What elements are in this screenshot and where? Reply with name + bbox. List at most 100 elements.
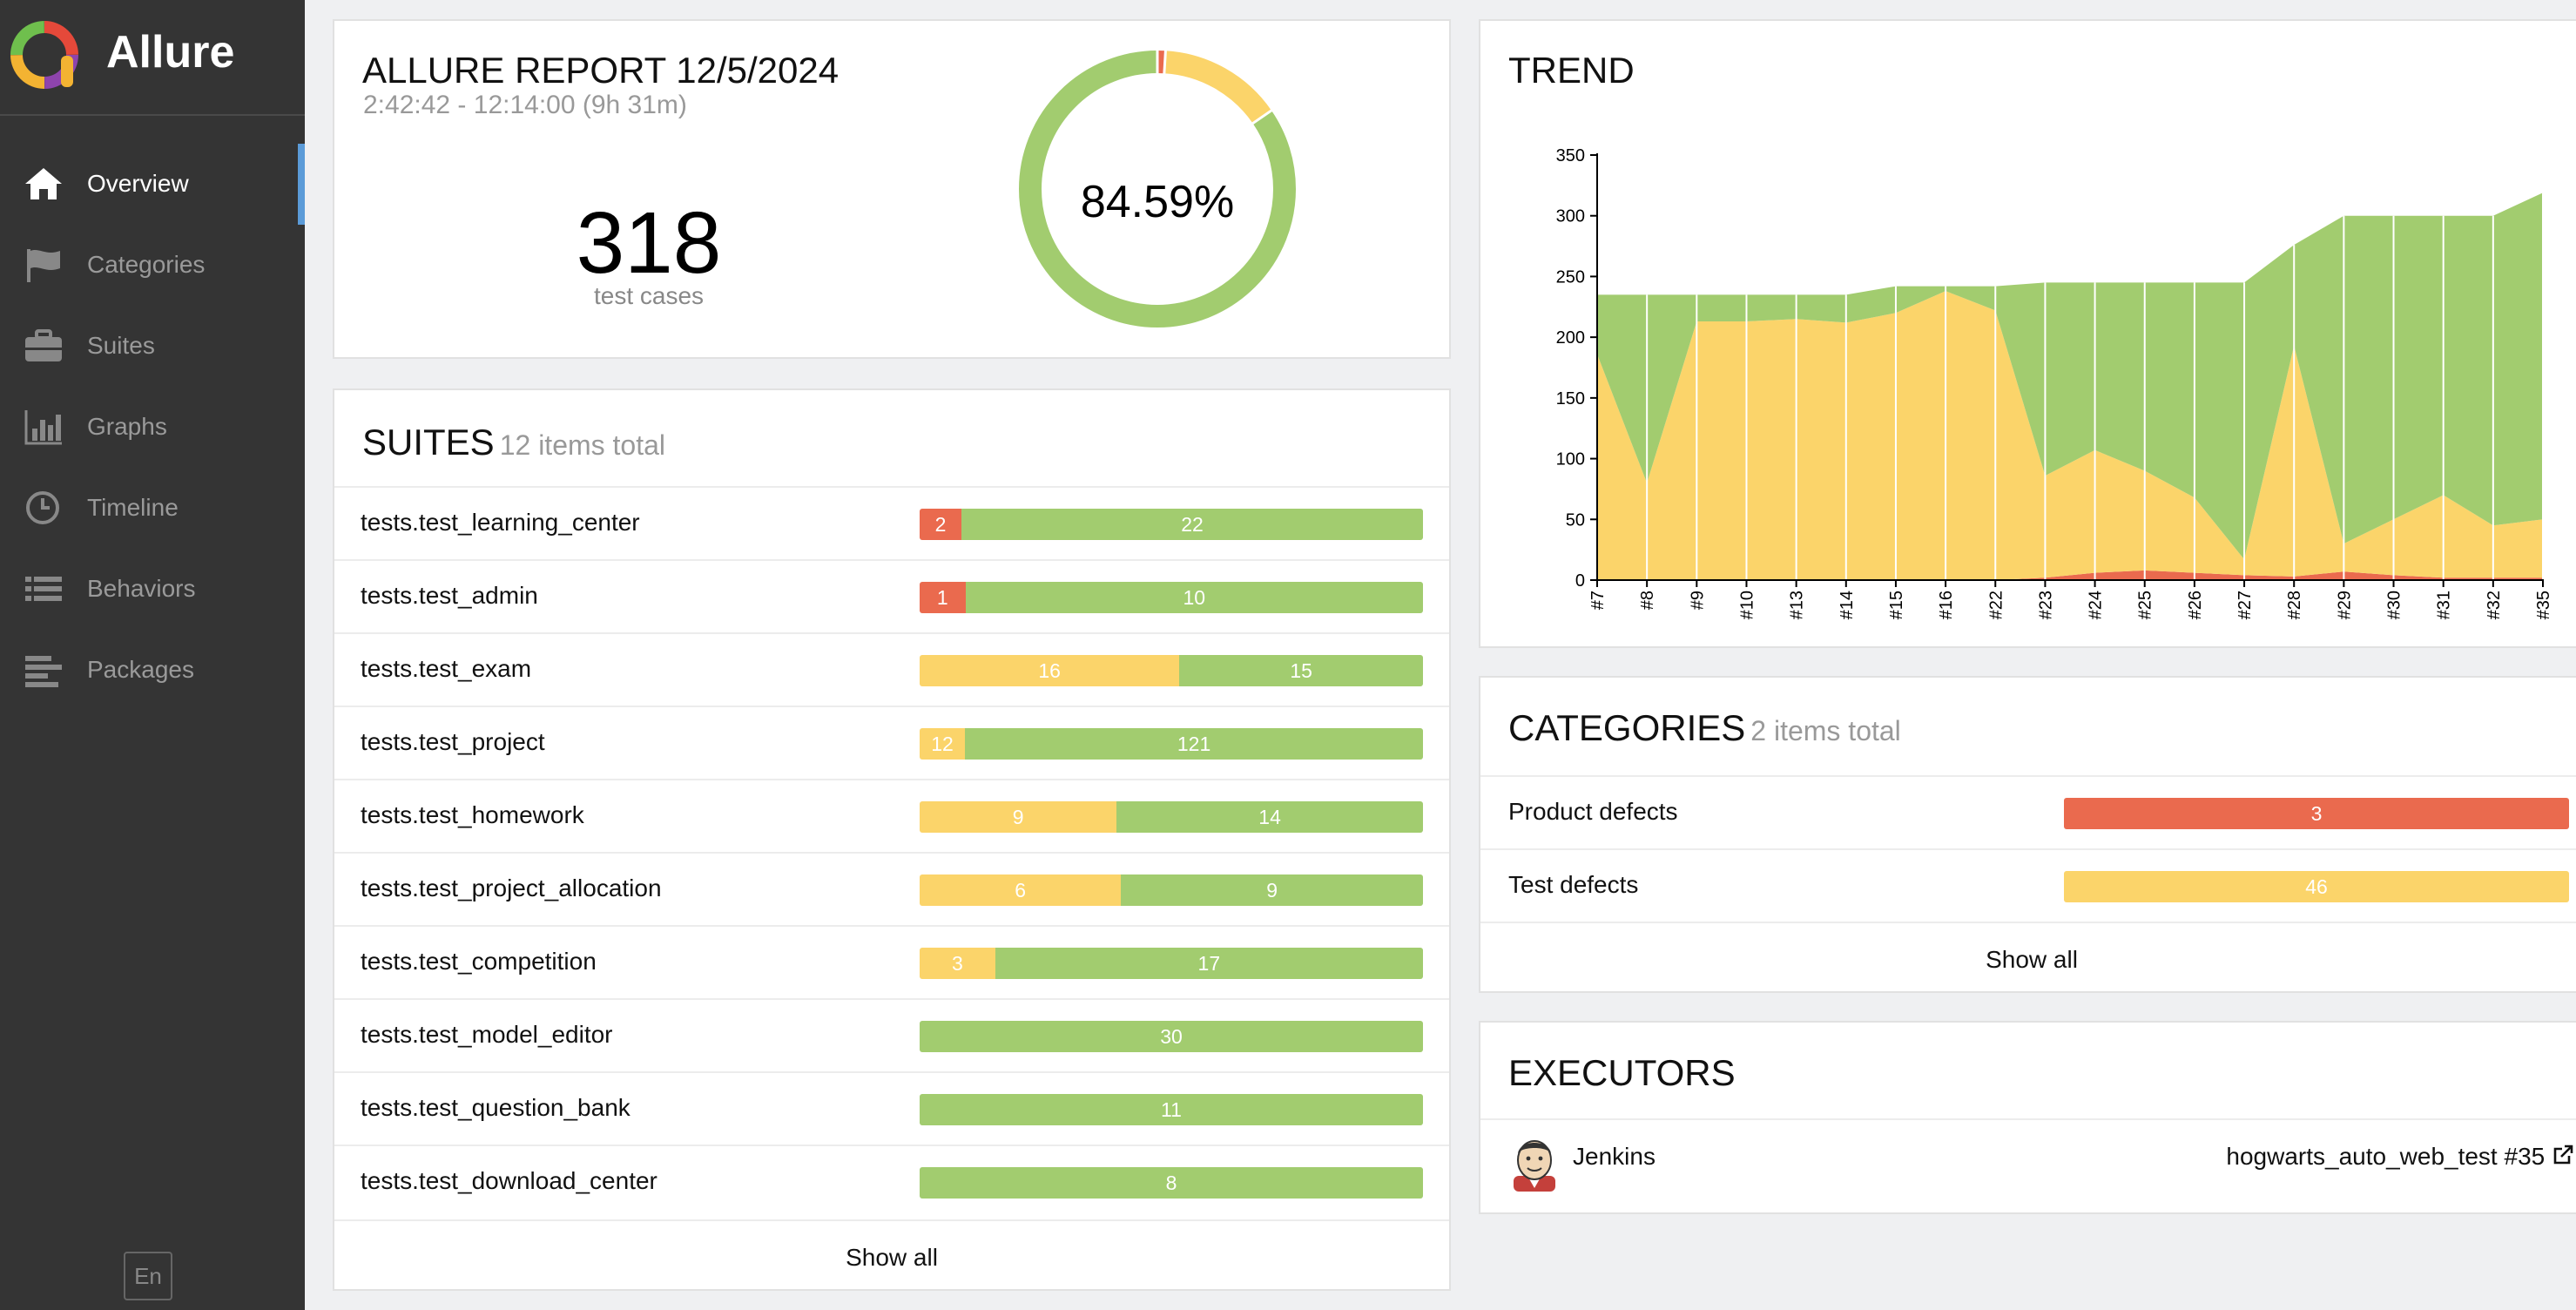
trend-x-ticks: #7 #8 #9 #10 #13 #14 #15 #16 #22 #23 #24 #25 #26 #27 #… bbox=[1588, 580, 2553, 619]
executor-row[interactable]: Jenkins hogwarts_auto_web_test #35 bbox=[1480, 1118, 2576, 1214]
sidebar: Allure Overview Categories Suites Graphs… bbox=[0, 0, 305, 1310]
categories-show-all-button[interactable]: Show all bbox=[1480, 922, 2576, 995]
brand: Allure bbox=[0, 0, 305, 116]
clock-icon bbox=[26, 491, 59, 524]
categories-subtitle: 2 items total bbox=[1750, 715, 1901, 746]
report-time-range: 2:42:42 - 12:14:00 (9h 31m) bbox=[363, 91, 687, 119]
sidebar-item-label: Suites bbox=[87, 332, 155, 359]
sidebar-item-suites[interactable]: Suites bbox=[0, 306, 305, 387]
trend-x-tick-label: #14 bbox=[1838, 591, 1857, 619]
suite-bar-passed: 30 bbox=[920, 1021, 1423, 1052]
sidebar-item-timeline[interactable]: Timeline bbox=[0, 468, 305, 549]
donut-separator bbox=[1251, 109, 1273, 125]
pass-rate-donut[interactable] bbox=[1014, 45, 1301, 333]
language-button[interactable]: En bbox=[124, 1252, 172, 1300]
executor-build-link[interactable]: hogwarts_auto_web_test #35 bbox=[2226, 1143, 2574, 1171]
app-name: Allure bbox=[106, 27, 235, 78]
trend-x-tick-label: #9 bbox=[1688, 591, 1707, 610]
suite-row[interactable]: tests.test_learning_center 2 22 bbox=[334, 486, 1449, 559]
trend-y-tick-label: 250 bbox=[1556, 267, 1585, 287]
trend-gridlines bbox=[1646, 192, 2544, 580]
test-count-label: test cases bbox=[593, 282, 705, 309]
sidebar-item-behaviors[interactable]: Behaviors bbox=[0, 549, 305, 630]
trend-x-tick-label: #31 bbox=[2435, 591, 2454, 619]
trend-x-tick-label: #26 bbox=[2186, 591, 2205, 619]
suite-status-bar: 3 17 bbox=[920, 948, 1423, 979]
category-name: Product defects bbox=[1508, 798, 1678, 825]
category-row[interactable]: Test defects 46 bbox=[1480, 848, 2576, 922]
suite-bar-passed: 10 bbox=[965, 582, 1423, 613]
suite-bar-broken: 12 bbox=[920, 728, 966, 760]
trend-title: TREND bbox=[1508, 50, 1635, 91]
suite-row[interactable]: tests.test_admin 1 10 bbox=[334, 559, 1449, 632]
suite-row[interactable]: tests.test_competition 3 17 bbox=[334, 925, 1449, 998]
sidebar-item-graphs[interactable]: Graphs bbox=[0, 387, 305, 468]
suite-bar-broken: 9 bbox=[920, 801, 1117, 833]
trend-x-tick-label: #13 bbox=[1788, 591, 1807, 619]
suite-name: tests.test_homework bbox=[361, 801, 584, 828]
trend-area-passed[interactable] bbox=[1597, 192, 2543, 560]
sidebar-item-label: Categories bbox=[87, 251, 206, 278]
suite-row[interactable]: tests.test_model_editor 30 bbox=[334, 998, 1449, 1071]
suite-bar-broken: 3 bbox=[920, 948, 995, 979]
suite-bar-failed: 2 bbox=[920, 509, 962, 540]
trend-x-tick-label: #15 bbox=[1887, 591, 1906, 619]
trend-y-tick-label: 0 bbox=[1575, 571, 1585, 591]
suite-row[interactable]: tests.test_question_bank 11 bbox=[334, 1071, 1449, 1145]
suite-name: tests.test_model_editor bbox=[361, 1021, 613, 1048]
executor-build-label: hogwarts_auto_web_test #35 bbox=[2226, 1143, 2546, 1170]
suite-bar-passed: 9 bbox=[1121, 874, 1423, 906]
sidebar-item-overview[interactable]: Overview bbox=[0, 144, 305, 225]
pass-rate: 84.59% bbox=[1080, 177, 1235, 227]
suite-status-bar: 16 15 bbox=[920, 655, 1423, 686]
suite-bar-broken: 16 bbox=[920, 655, 1180, 686]
donut-segments bbox=[1019, 50, 1296, 328]
trend-area-broken[interactable] bbox=[1597, 291, 2543, 580]
summary-widget: ALLURE REPORT 12/5/2024 2:42:42 - 12:14:… bbox=[333, 19, 1451, 359]
sidebar-item-categories[interactable]: Categories bbox=[0, 225, 305, 306]
suite-name: tests.test_question_bank bbox=[361, 1094, 631, 1121]
category-bar-broken: 46 bbox=[2064, 871, 2569, 902]
sidebar-item-label: Behaviors bbox=[87, 575, 196, 602]
sidebar-item-label: Packages bbox=[87, 656, 194, 683]
suite-name: tests.test_admin bbox=[361, 582, 538, 609]
sidebar-item-packages[interactable]: Packages bbox=[0, 630, 305, 711]
align-left-icon bbox=[25, 656, 62, 687]
jenkins-avatar-icon bbox=[1514, 1140, 1555, 1192]
suite-row[interactable]: tests.test_download_center 8 bbox=[334, 1145, 1449, 1218]
suite-row[interactable]: tests.test_homework 9 14 bbox=[334, 779, 1449, 852]
trend-x-tick-label: #10 bbox=[1737, 591, 1757, 619]
suite-status-bar: 1 10 bbox=[920, 582, 1423, 613]
suite-row[interactable]: tests.test_project 12 121 bbox=[334, 706, 1449, 779]
category-bar-failed: 3 bbox=[2064, 798, 2569, 829]
category-bar: 46 bbox=[2064, 871, 2569, 902]
suite-row[interactable]: tests.test_exam 16 15 bbox=[334, 632, 1449, 706]
trend-x-tick-label: #28 bbox=[2285, 591, 2304, 619]
category-bar: 3 bbox=[2064, 798, 2569, 829]
suite-row[interactable]: tests.test_project_allocation 6 9 bbox=[334, 852, 1449, 925]
trend-x-tick-label: #27 bbox=[2235, 591, 2255, 619]
suite-name: tests.test_exam bbox=[361, 655, 532, 682]
suite-bar-broken: 6 bbox=[920, 874, 1122, 906]
bar-chart-icon bbox=[24, 410, 62, 445]
suite-name: tests.test_project_allocation bbox=[361, 874, 662, 901]
suite-name: tests.test_download_center bbox=[361, 1167, 657, 1194]
trend-y-tick-label: 350 bbox=[1556, 146, 1585, 165]
test-count: 318 bbox=[576, 194, 722, 292]
trend-y-tick-label: 200 bbox=[1556, 328, 1585, 348]
suites-show-all-button[interactable]: Show all bbox=[334, 1219, 1449, 1293]
trend-widget: TREND 0 50 100 150 200 250 300 350 #7 #8 #9 #10 #13… bbox=[1479, 19, 2576, 648]
suites-widget: SUITES 12 items total tests.test_learning… bbox=[333, 388, 1451, 1291]
trend-x-tick-label: #23 bbox=[2036, 591, 2055, 619]
trend-y-tick-label: 300 bbox=[1556, 207, 1585, 226]
suite-name: tests.test_competition bbox=[361, 948, 597, 975]
categories-title-text: CATEGORIES bbox=[1508, 707, 1746, 748]
trend-x-tick-label: #8 bbox=[1638, 591, 1657, 610]
executor-name: Jenkins bbox=[1573, 1143, 1656, 1170]
category-row[interactable]: Product defects 3 bbox=[1480, 775, 2576, 848]
suite-bar-passed: 11 bbox=[920, 1094, 1423, 1125]
sidebar-item-label: Timeline bbox=[87, 494, 179, 521]
suite-bar-passed: 14 bbox=[1116, 801, 1423, 833]
suite-status-bar: 11 bbox=[920, 1094, 1423, 1125]
